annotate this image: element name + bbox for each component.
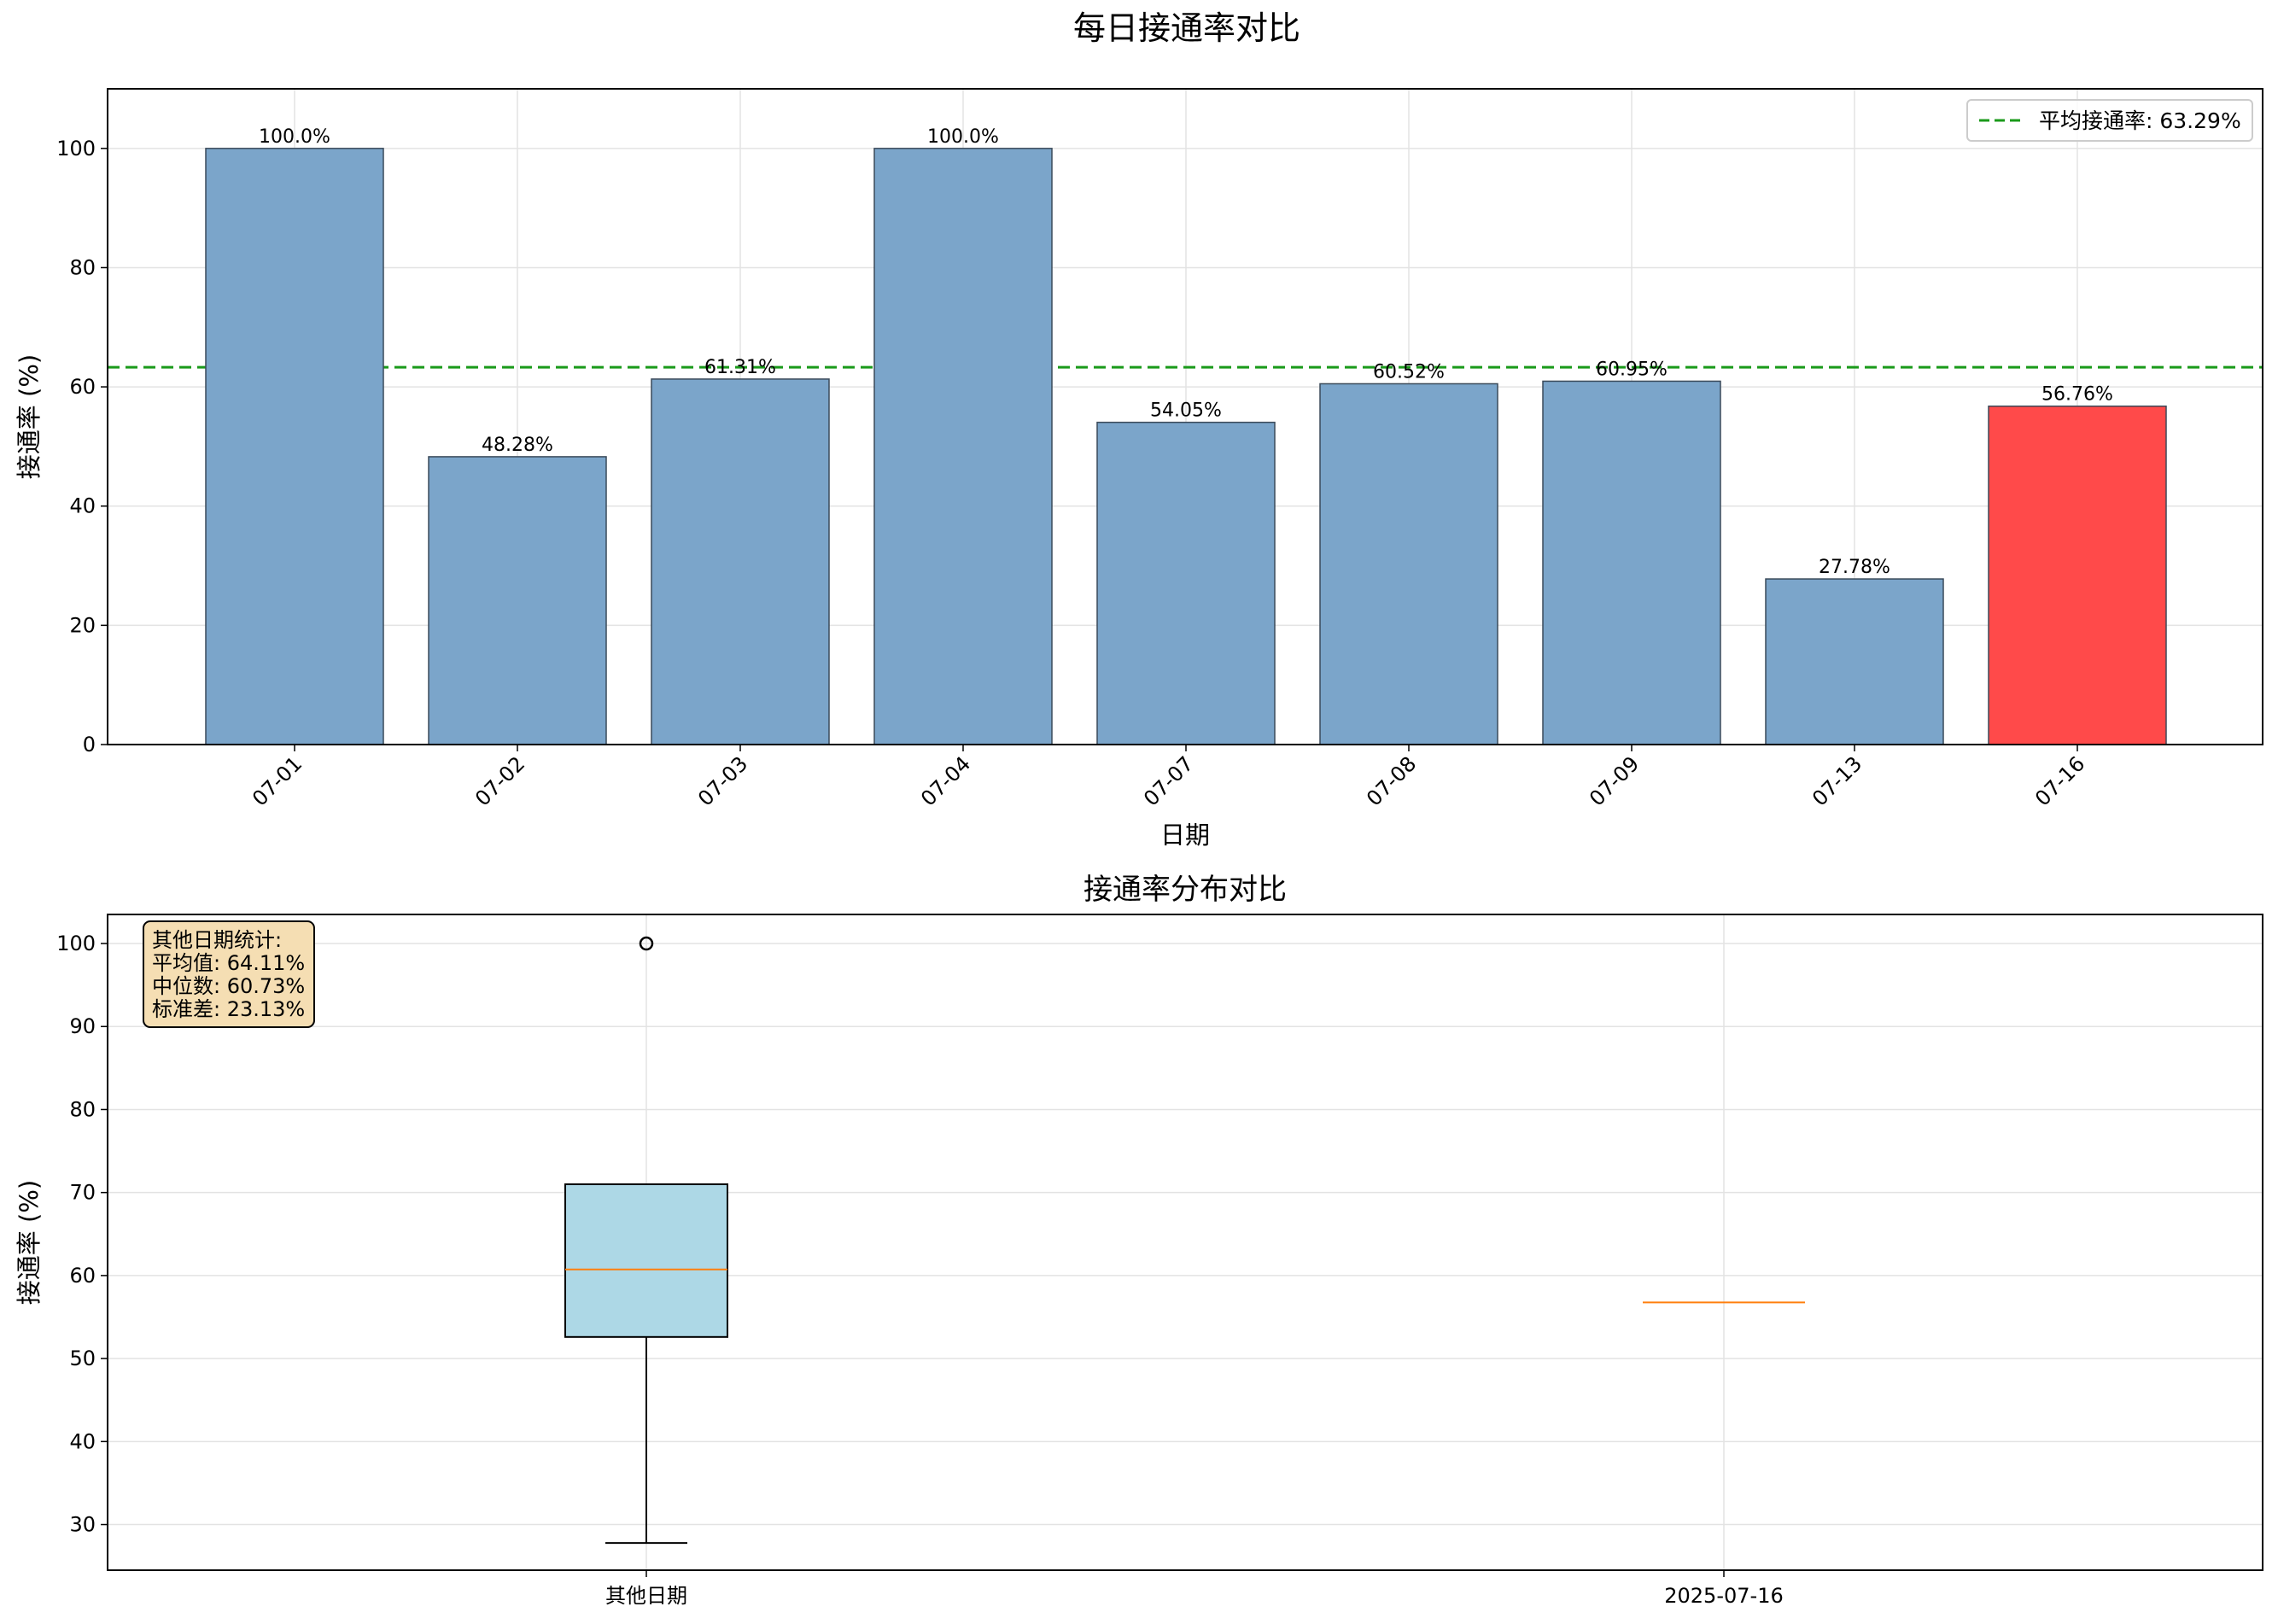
- box-outlier-point: [639, 936, 654, 951]
- bar-chart-frame: [107, 88, 2263, 745]
- bar-x-tick-label: 07-07: [1139, 751, 1198, 810]
- bar-07-13: [1765, 578, 1944, 745]
- box-y-tick-label: 70: [69, 1181, 96, 1205]
- bar-07-03: [651, 378, 830, 745]
- bar-y-tick-label: 100: [56, 137, 96, 161]
- bar-07-08: [1319, 383, 1498, 745]
- bar-value-label: 61.31%: [704, 357, 776, 378]
- box-y-axis-label: 接通率 (%): [15, 1180, 44, 1305]
- box-plot-panel: 接通率分布对比 30 40 50 60 70 80 90 100 其他日期 2025-07-16…: [15, 873, 2263, 1608]
- bar-x-tick-label: 07-13: [1808, 751, 1866, 810]
- bar-value-label: 100.0%: [927, 126, 999, 148]
- stats-median: 中位数: 60.73%: [152, 974, 305, 998]
- bar-x-tick-label: 07-01: [248, 751, 307, 810]
- bar-y-ticks: 0 20 40 60 80 100: [56, 137, 108, 757]
- bar-value-label: 54.05%: [1150, 400, 1222, 422]
- box-y-tick-label: 100: [56, 932, 96, 955]
- bar-x-tick-label: 07-02: [470, 751, 529, 810]
- box-y-tick-label: 60: [69, 1264, 96, 1288]
- bar-y-tick-label: 40: [69, 494, 96, 518]
- bar-value-label: 60.52%: [1373, 361, 1445, 383]
- bar-y-tick-label: 80: [69, 255, 96, 279]
- box-x-ticks: 其他日期 2025-07-16: [605, 1570, 1784, 1608]
- box-plot-title: 接通率分布对比: [1084, 873, 1287, 907]
- bar-07-09: [1542, 380, 1721, 745]
- legend-box: [1966, 99, 2253, 142]
- bar-x-tick-label: 07-03: [693, 751, 752, 810]
- box-x-tick-label: 其他日期: [605, 1584, 687, 1608]
- bar-value-label: 60.95%: [1596, 359, 1668, 380]
- figure-suptitle: 每日接通率对比: [1073, 9, 1300, 47]
- stats-annotation-box: 其他日期统计: 平均值: 64.11% 中位数: 60.73% 标准差: 23.…: [143, 920, 315, 1028]
- bar-y-axis-label: 接通率 (%): [15, 354, 44, 479]
- bar-x-tick-label: 07-16: [2030, 751, 2089, 810]
- bar-07-16: [1988, 405, 2167, 745]
- box-plot-grid: [108, 914, 2263, 1570]
- bar-07-02: [428, 456, 607, 745]
- box-plot-frame: [107, 914, 2263, 1571]
- bar-07-07: [1096, 421, 1276, 745]
- bar-y-tick-label: 0: [83, 733, 96, 757]
- box-y-tick-label: 50: [69, 1347, 96, 1370]
- bar-x-ticks: 07-01 07-02 07-03 07-04 07-07 07-08 07-09 07-13…: [248, 745, 2089, 811]
- stats-box-background: [143, 920, 315, 1028]
- bar-chart-legend: 平均接通率: 63.29%: [1966, 99, 2253, 142]
- bar-chart-panel: 100.0% 48.28% 61.31% 100.0% 54.05% 60.52% 60.9…: [15, 88, 2263, 850]
- box-y-tick-label: 90: [69, 1014, 96, 1038]
- bar-07-01: [205, 148, 384, 745]
- bar-x-tick-label: 07-04: [916, 751, 975, 810]
- bar-y-tick-label: 60: [69, 375, 96, 399]
- stats-stddev: 标准差: 23.13%: [152, 997, 305, 1021]
- stats-mean: 平均值: 64.11%: [152, 951, 305, 975]
- bar-y-tick-label: 20: [69, 613, 96, 637]
- bar-value-label: 100.0%: [259, 126, 330, 148]
- box-y-tick-label: 30: [69, 1513, 96, 1537]
- bar-value-labels: 100.0% 48.28% 61.31% 100.0% 54.05% 60.52% 60.9…: [259, 126, 2113, 578]
- box-x-tick-label: 2025-07-16: [1664, 1584, 1783, 1608]
- box-iqr: [564, 1183, 728, 1338]
- bar-value-label: 56.76%: [2041, 384, 2113, 406]
- legend-entry-mean: 平均接通率: 63.29%: [2039, 108, 2241, 133]
- box-y-tick-label: 80: [69, 1097, 96, 1121]
- bar-series: [205, 148, 2167, 745]
- bar-value-label: 48.28%: [482, 435, 553, 456]
- bar-x-tick-label: 07-08: [1362, 751, 1421, 810]
- bar-07-04: [873, 148, 1053, 745]
- bar-x-tick-label: 07-09: [1585, 751, 1644, 810]
- box-series: [564, 936, 1805, 1545]
- box-y-tick-label: 40: [69, 1429, 96, 1453]
- bar-value-label: 27.78%: [1819, 557, 1890, 578]
- stats-title: 其他日期统计:: [152, 928, 282, 952]
- bar-x-axis-label: 日期: [1160, 821, 1210, 850]
- box-y-ticks: 30 40 50 60 70 80 90 100: [56, 932, 108, 1537]
